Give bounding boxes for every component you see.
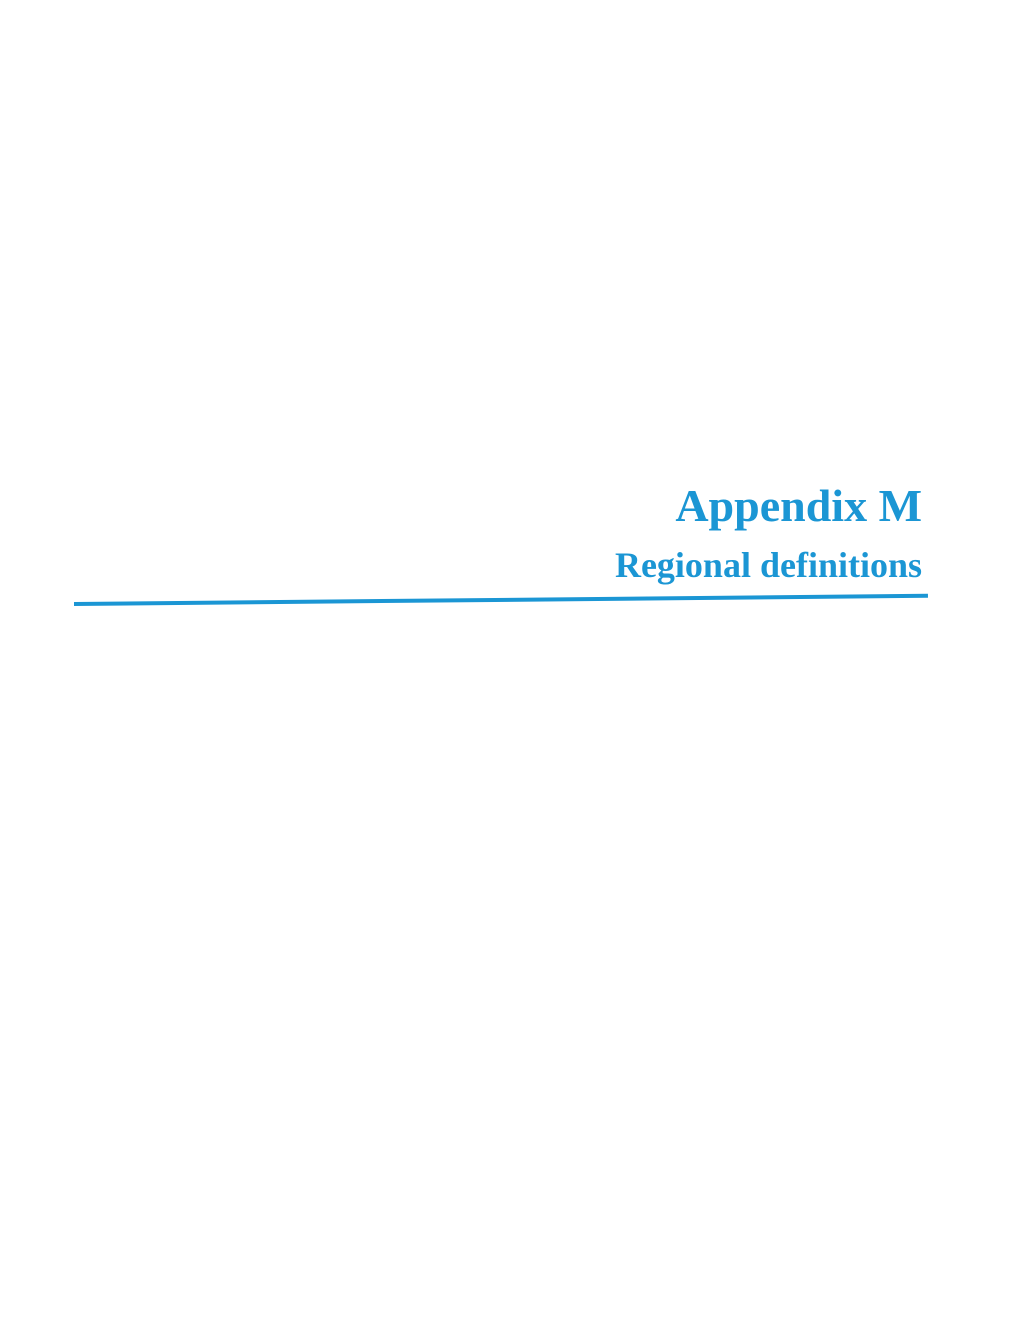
appendix-subtitle: Regional definitions [615, 545, 922, 586]
appendix-title: Appendix M [615, 480, 922, 533]
horizontal-rule [74, 594, 928, 606]
heading-block: Appendix M Regional definitions [615, 480, 922, 586]
document-page: Appendix M Regional definitions [0, 0, 1020, 1320]
